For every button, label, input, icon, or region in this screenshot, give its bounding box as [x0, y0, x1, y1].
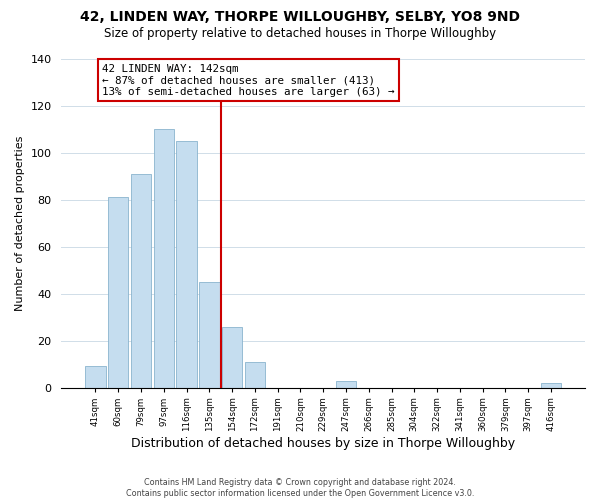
Bar — [154, 130, 174, 388]
Bar — [108, 198, 128, 388]
X-axis label: Distribution of detached houses by size in Thorpe Willoughby: Distribution of detached houses by size … — [131, 437, 515, 450]
Text: 42 LINDEN WAY: 142sqm
← 87% of detached houses are smaller (413)
13% of semi-det: 42 LINDEN WAY: 142sqm ← 87% of detached … — [102, 64, 395, 97]
Bar — [222, 326, 242, 388]
Bar — [336, 380, 356, 388]
Bar — [541, 383, 561, 388]
Bar — [85, 366, 106, 388]
Text: Contains HM Land Registry data © Crown copyright and database right 2024.
Contai: Contains HM Land Registry data © Crown c… — [126, 478, 474, 498]
Y-axis label: Number of detached properties: Number of detached properties — [15, 136, 25, 311]
Bar — [131, 174, 151, 388]
Text: 42, LINDEN WAY, THORPE WILLOUGHBY, SELBY, YO8 9ND: 42, LINDEN WAY, THORPE WILLOUGHBY, SELBY… — [80, 10, 520, 24]
Bar — [245, 362, 265, 388]
Bar — [199, 282, 220, 388]
Text: Size of property relative to detached houses in Thorpe Willoughby: Size of property relative to detached ho… — [104, 28, 496, 40]
Bar — [176, 141, 197, 388]
